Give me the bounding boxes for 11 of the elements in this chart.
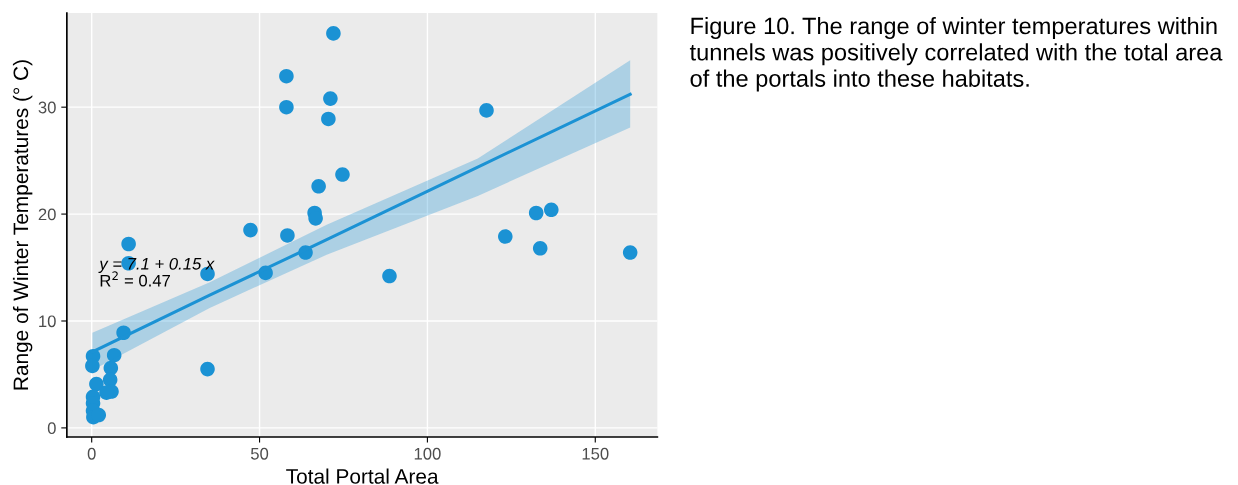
y-tick-label: 0	[47, 422, 56, 435]
y-tick-label: 20	[38, 208, 56, 221]
y-axis-title: Range of Winter Temperatures (° C)	[12, 60, 33, 390]
caption: Figure 10. The range of winter temperatures within tunnels was positively correlated with the total area of the portals into these habitats.	[689, 16, 1223, 92]
x-tick-label: 0	[87, 447, 96, 460]
x-axis-title: Total Portal Area	[286, 468, 439, 484]
x-tick-label: 50	[250, 447, 269, 460]
y-tick-label: 10	[39, 315, 56, 328]
x-tick-label: 100	[414, 447, 441, 460]
x-tick-label: 150	[582, 447, 609, 460]
y-tick-label: 30	[38, 101, 56, 114]
